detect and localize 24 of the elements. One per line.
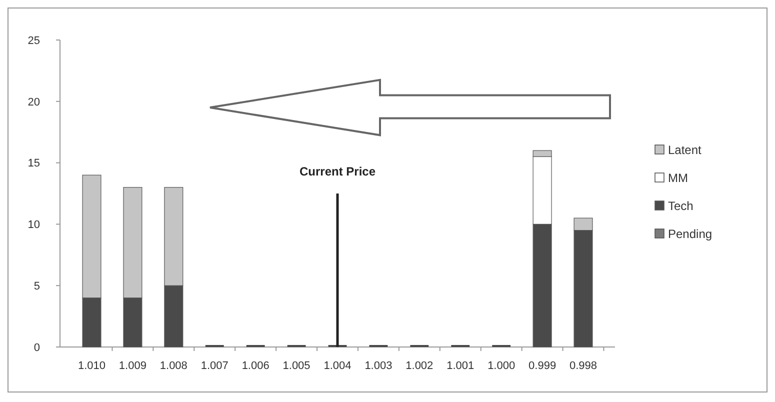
x-tick-label: 1.000 bbox=[488, 360, 516, 372]
x-tick-label: 1.007 bbox=[200, 360, 228, 372]
legend-label: Pending bbox=[668, 227, 712, 242]
x-tick-label: 1.009 bbox=[118, 360, 146, 372]
x-tick-label: 0.998 bbox=[569, 360, 598, 372]
x-tick-label: 1.008 bbox=[160, 360, 188, 372]
ref-line-label: Current Price bbox=[299, 164, 376, 178]
x-tick-label: 0.999 bbox=[528, 360, 556, 372]
y-tick-label: 20 bbox=[28, 96, 40, 108]
x-tick-label: 1.005 bbox=[282, 360, 310, 372]
legend-label: Tech bbox=[668, 199, 694, 214]
x-tick-label: 1.001 bbox=[446, 360, 474, 372]
y-tick-label: 10 bbox=[28, 219, 40, 232]
y-tick-label: 5 bbox=[34, 280, 40, 292]
x-tick-label: 1.002 bbox=[406, 360, 434, 372]
x-tick-label: 1.006 bbox=[242, 360, 270, 372]
x-tick-label: 1.003 bbox=[364, 360, 392, 372]
x-tick-label: 1.004 bbox=[324, 360, 352, 372]
legend-label: MM bbox=[668, 171, 688, 186]
x-tick-label: 1.010 bbox=[78, 360, 106, 372]
y-tick-label: 25 bbox=[28, 34, 40, 47]
legend-label: Latent bbox=[668, 143, 702, 158]
y-tick-label: 15 bbox=[28, 158, 40, 170]
y-tick-label: 0 bbox=[34, 342, 40, 354]
